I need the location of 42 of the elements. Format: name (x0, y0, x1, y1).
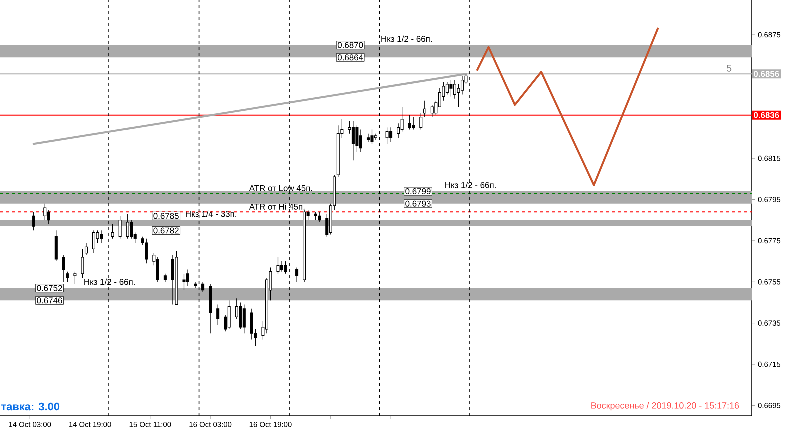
ref-line-label: ATR от Low 45п. (249, 185, 312, 192)
candlestick (209, 284, 212, 334)
annotation: Воскресенье / 2019.10.20 - 15:17:16 (592, 402, 740, 411)
candlestick (374, 134, 378, 140)
annotation: тавка: 3.00 (2, 402, 60, 411)
ref-line-label: ATR от Hi 45п. (249, 204, 305, 210)
annotation: 0.6870 (338, 42, 364, 48)
annotation: 0.6782 (154, 228, 179, 234)
candlestick (359, 129, 362, 153)
annotation: 0.6785 (154, 213, 179, 220)
candlestick (400, 106, 404, 132)
candlestick (390, 127, 393, 142)
line-series (476, 28, 660, 186)
annotation: 0.6856 (754, 71, 780, 78)
candlestick (453, 80, 456, 100)
candlestick (366, 134, 370, 142)
annotation: 0.6793 (406, 200, 431, 207)
annotation: 5 (726, 64, 732, 72)
candlestick (84, 242, 88, 256)
annotation: 0.6746 (37, 298, 62, 304)
band-label: Нкз 1/2 - 66п. (382, 36, 432, 42)
band-label: Нкз 1/2 - 66п. (446, 182, 496, 188)
candlestick (164, 274, 167, 282)
candlestick (280, 261, 284, 272)
candlestick (460, 76, 464, 96)
band-label: Нкз 1/2 - 66п. (84, 278, 135, 286)
band-label: Нкз 1/4 - 33п. (186, 210, 236, 218)
candlestick (296, 267, 299, 282)
candlestick (303, 210, 306, 282)
candlestick (186, 269, 190, 287)
candlestick (352, 121, 355, 161)
annotation: 0.6799 (406, 188, 431, 195)
candlestick (100, 230, 104, 244)
candlestick (446, 82, 449, 96)
annotation: 0.6864 (338, 54, 364, 61)
candlestick (202, 282, 205, 293)
candlestick (92, 230, 96, 254)
candlestick (171, 255, 174, 306)
candlestick (397, 123, 400, 138)
annotation: 0.6752 (37, 285, 62, 292)
candlestick (194, 282, 198, 289)
annotation: 0.6836 (754, 112, 780, 118)
